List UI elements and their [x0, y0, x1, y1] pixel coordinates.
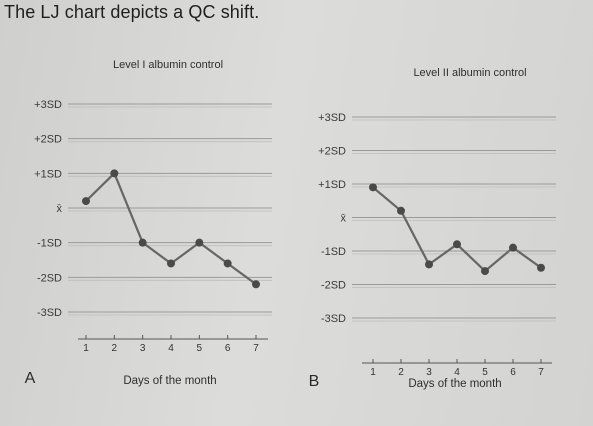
data-point-A-2 [138, 238, 147, 247]
data-point-B-6 [537, 263, 545, 272]
series-line-B [372, 186, 542, 273]
data-point-A-1 [110, 169, 119, 178]
y-tick-label-A-2: +1SD [34, 168, 62, 180]
chart-title-A: Level I albumin control [113, 59, 223, 71]
x-tick-label-A-1: 2 [112, 343, 118, 354]
y-tick-label-B-4: -1SD [321, 246, 346, 258]
x-tick-label-B-5: 6 [510, 367, 516, 378]
y-tick-label-A-5: -2SD [37, 272, 62, 284]
panel-letter-B: B [309, 373, 320, 390]
y-tick-label-B-2: +1SD [318, 179, 346, 191]
data-point-B-2 [425, 260, 433, 269]
data-point-B-5 [509, 243, 517, 252]
y-tick-label-A-3: x̄ [57, 203, 63, 215]
x-tick-label-B-4: 5 [482, 367, 488, 378]
page-title: The LJ chart depicts a QC shift. [4, 2, 260, 22]
data-point-A-4 [195, 238, 204, 247]
data-point-B-1 [397, 206, 405, 215]
x-tick-label-B-0: 1 [370, 367, 376, 378]
chart-title-B: Level II albumin control [413, 67, 526, 79]
y-tick-label-B-3: x̄ [341, 213, 347, 225]
data-point-B-3 [453, 240, 461, 249]
y-tick-label-B-0: +3SD [318, 112, 346, 124]
y-tick-label-A-1: +2SD [34, 134, 62, 146]
x-tick-label-A-3: 4 [168, 343, 174, 354]
data-point-B-4 [481, 267, 489, 276]
x-axis-title-A: Days of the month [123, 375, 216, 387]
y-tick-label-A-6: -3SD [37, 307, 62, 319]
x-tick-label-A-2: 3 [140, 343, 146, 354]
x-tick-label-B-2: 3 [426, 367, 432, 378]
x-tick-label-A-6: 7 [253, 343, 259, 354]
x-axis-title-B: Days of the month [408, 378, 501, 390]
x-tick-label-B-1: 2 [398, 367, 404, 378]
x-tick-label-A-4: 5 [197, 343, 203, 354]
y-tick-label-B-1: +2SD [318, 146, 346, 158]
x-tick-label-B-6: 7 [538, 367, 544, 378]
y-tick-label-A-0: +3SD [34, 99, 62, 111]
x-tick-label-A-0: 1 [83, 343, 89, 354]
data-point-B-0 [369, 183, 377, 192]
data-point-A-6 [252, 280, 260, 289]
x-tick-label-A-5: 6 [225, 343, 231, 354]
panel-letter-A: A [25, 370, 36, 387]
data-point-A-0 [82, 197, 90, 206]
y-tick-label-A-4: -1SD [37, 238, 62, 250]
y-tick-label-B-6: -3SD [321, 313, 346, 325]
data-point-A-3 [167, 259, 175, 268]
y-tick-label-B-5: -2SD [321, 280, 346, 292]
series-line-A [85, 172, 257, 286]
data-point-A-5 [223, 259, 232, 268]
x-tick-label-B-3: 4 [454, 367, 460, 378]
